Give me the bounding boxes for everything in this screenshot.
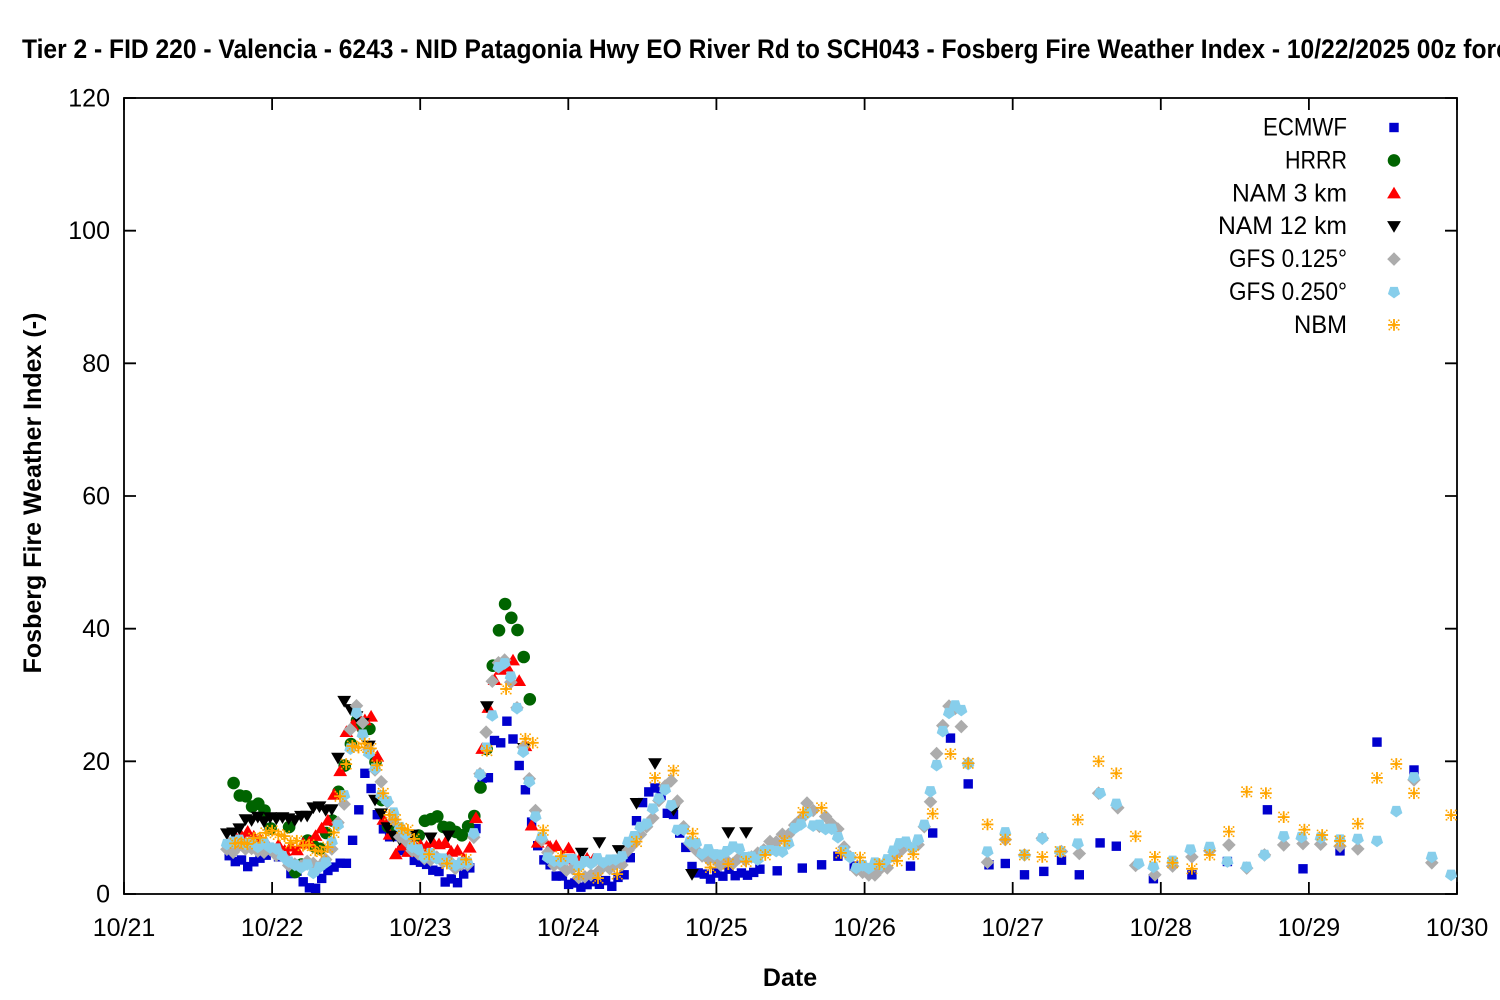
svg-text:40: 40 xyxy=(82,615,110,643)
svg-text:10/27: 10/27 xyxy=(981,914,1044,942)
svg-text:10/28: 10/28 xyxy=(1130,914,1193,942)
svg-text:80: 80 xyxy=(82,350,110,378)
svg-text:NBM: NBM xyxy=(1294,311,1347,339)
svg-text:NAM 12 km: NAM 12 km xyxy=(1218,212,1347,240)
svg-text:100: 100 xyxy=(68,217,110,245)
svg-text:120: 120 xyxy=(68,85,110,113)
svg-text:HRRR: HRRR xyxy=(1285,146,1347,174)
svg-text:Date: Date xyxy=(763,964,817,992)
svg-text:GFS 0.250°: GFS 0.250° xyxy=(1229,278,1347,306)
svg-text:60: 60 xyxy=(82,483,110,511)
svg-text:Tier 2 - FID 220 - Valencia -: Tier 2 - FID 220 - Valencia - 6243 - NID… xyxy=(22,34,1500,64)
svg-text:Fosberg Fire Weather Index (-): Fosberg Fire Weather Index (-) xyxy=(19,313,47,674)
svg-text:GFS 0.125°: GFS 0.125° xyxy=(1229,245,1347,273)
svg-text:ECMWF: ECMWF xyxy=(1263,114,1347,142)
svg-text:10/23: 10/23 xyxy=(389,914,452,942)
svg-text:NAM 3 km: NAM 3 km xyxy=(1232,179,1347,207)
svg-text:10/21: 10/21 xyxy=(93,914,156,942)
svg-text:10/24: 10/24 xyxy=(537,914,600,942)
svg-text:0: 0 xyxy=(96,881,110,909)
svg-text:10/30: 10/30 xyxy=(1426,914,1489,942)
svg-text:10/25: 10/25 xyxy=(685,914,748,942)
svg-text:10/29: 10/29 xyxy=(1278,914,1341,942)
svg-text:10/22: 10/22 xyxy=(241,914,304,942)
svg-text:10/26: 10/26 xyxy=(833,914,896,942)
svg-text:20: 20 xyxy=(82,748,110,776)
